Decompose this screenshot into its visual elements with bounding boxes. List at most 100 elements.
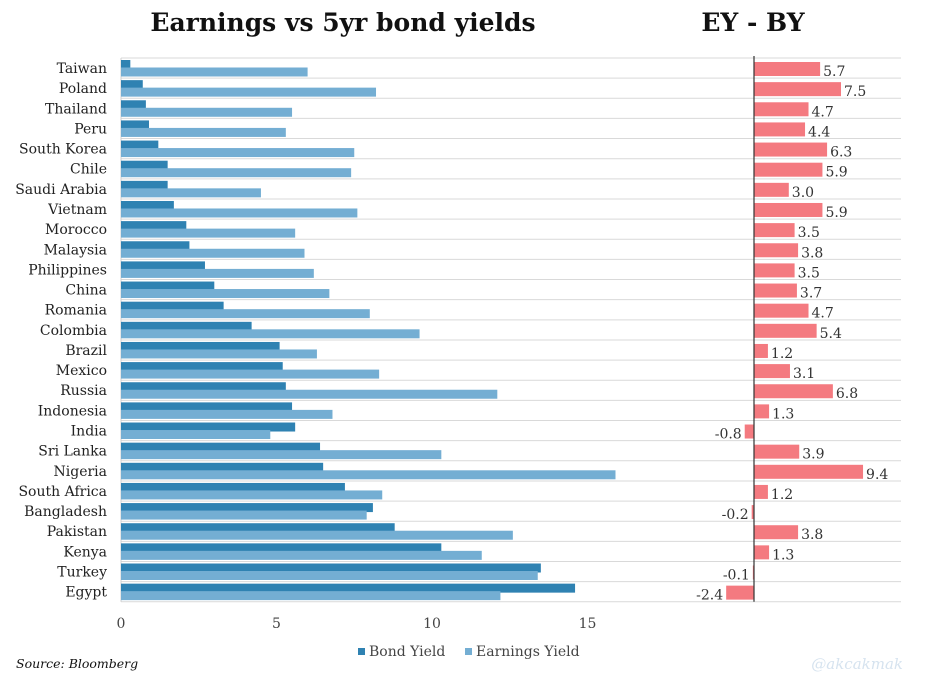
bar-bond-yield-india: [121, 422, 296, 432]
bar-bond-yield-egypt: [121, 583, 576, 593]
bar-earnings-yield-pakistan: [121, 530, 513, 540]
bar-bond-yield-vietnam: [121, 200, 174, 210]
bar-bond-yield-china: [121, 281, 215, 291]
category-label-nigeria: Nigeria: [54, 464, 108, 480]
bar-bond-yield-colombia: [121, 321, 252, 331]
data-label-ey-by-sri-lanka: 3.9: [802, 447, 824, 463]
bar-earnings-yield-chile: [121, 168, 352, 178]
bar-earnings-yield-bangladesh: [121, 510, 367, 520]
bar-bond-yield-south-korea: [121, 140, 159, 150]
bar-bond-yield-poland: [121, 80, 143, 90]
bar-ey-by-russia: [754, 384, 833, 399]
bar-ey-by-saudi-arabia: [754, 182, 789, 197]
data-label-ey-by-china: 3.7: [800, 286, 822, 302]
data-label-ey-by-kenya: 1.3: [772, 547, 794, 563]
category-label-philippines: Philippines: [28, 262, 107, 278]
bar-bond-yield-pakistan: [121, 523, 395, 533]
bar-ey-by-china: [754, 283, 797, 298]
bar-bond-yield-morocco: [121, 221, 187, 231]
bar-ey-by-sri-lanka: [754, 444, 800, 459]
data-label-ey-by-turkey: -0.1: [723, 568, 750, 584]
bar-ey-by-nigeria: [754, 464, 864, 479]
category-label-poland: Poland: [59, 81, 107, 97]
data-label-ey-by-colombia: 5.4: [820, 326, 842, 342]
data-label-ey-by-pakistan: 3.8: [801, 527, 823, 543]
bar-ey-by-south-africa: [754, 484, 768, 499]
data-label-ey-by-indonesia: 1.3: [772, 406, 794, 422]
data-label-ey-by-mexico: 3.1: [793, 366, 815, 382]
bar-bond-yield-malaysia: [121, 241, 190, 251]
data-label-ey-by-south-korea: 6.3: [830, 145, 852, 161]
category-label-chile: Chile: [70, 162, 107, 178]
bar-earnings-yield-romania: [121, 309, 370, 319]
category-label-bangladesh: Bangladesh: [24, 504, 107, 520]
bar-ey-by-indonesia: [754, 404, 770, 419]
bar-bond-yield-saudi-arabia: [121, 180, 168, 190]
bar-bond-yield-sri-lanka: [121, 442, 321, 452]
bar-bond-yield-chile: [121, 160, 168, 170]
category-label-south-korea: South Korea: [19, 142, 107, 158]
bar-ey-by-peru: [754, 122, 806, 137]
data-label-ey-by-russia: 6.8: [836, 386, 858, 402]
bar-earnings-yield-colombia: [121, 329, 420, 339]
bar-ey-by-egypt: [726, 585, 754, 600]
bar-earnings-yield-indonesia: [121, 409, 333, 419]
bar-earnings-yield-thailand: [121, 107, 293, 117]
data-label-ey-by-malaysia: 3.8: [801, 245, 823, 261]
category-label-india: India: [71, 424, 107, 440]
bar-earnings-yield-mexico: [121, 369, 380, 379]
bar-ey-by-thailand: [754, 102, 809, 117]
bar-ey-by-brazil: [754, 343, 768, 358]
bar-ey-by-malaysia: [754, 243, 799, 258]
category-label-colombia: Colombia: [40, 323, 107, 339]
category-label-china: China: [65, 283, 107, 299]
grid-layer: [120, 57, 901, 603]
bar-earnings-yield-turkey: [121, 571, 538, 580]
bar-ey-by-morocco: [754, 223, 795, 238]
bar-earnings-yield-brazil: [121, 349, 317, 359]
bar-earnings-yield-vietnam: [121, 208, 358, 218]
data-label-ey-by-chile: 5.9: [825, 165, 847, 181]
bar-ey-by-mexico: [754, 364, 790, 379]
category-label-pakistan: Pakistan: [47, 524, 107, 540]
legend-label-earnings-yield: Earnings Yield: [476, 644, 580, 660]
category-label-sri-lanka: Sri Lanka: [38, 444, 107, 460]
category-label-egypt: Egypt: [65, 585, 107, 601]
data-label-ey-by-egypt: -2.4: [696, 588, 723, 604]
category-label-brazil: Brazil: [65, 343, 107, 359]
bar-ey-by-chile: [754, 162, 823, 177]
data-label-ey-by-brazil: 1.2: [771, 346, 793, 362]
legend-label-bond-yield: Bond Yield: [369, 644, 445, 660]
data-label-ey-by-bangladesh: -0.2: [722, 507, 749, 523]
category-label-romania: Romania: [45, 303, 107, 319]
category-label-vietnam: Vietnam: [47, 202, 107, 218]
x-tick-label-5: 5: [272, 616, 281, 632]
bar-bond-yield-nigeria: [121, 462, 324, 472]
legend-swatch-earnings-yield: [465, 648, 472, 655]
data-label-ey-by-taiwan: 5.7: [823, 64, 845, 80]
bar-bond-yield-south-africa: [121, 482, 345, 492]
category-label-thailand: Thailand: [45, 101, 107, 117]
data-label-ey-by-romania: 4.7: [812, 306, 834, 322]
category-label-peru: Peru: [74, 121, 107, 137]
data-label-ey-by-poland: 7.5: [844, 84, 866, 100]
bar-bond-yield-russia: [121, 382, 286, 392]
bar-earnings-yield-peru: [121, 127, 286, 137]
data-label-ey-by-vietnam: 5.9: [825, 205, 847, 221]
data-label-ey-by-philippines: 3.5: [798, 265, 820, 281]
bar-earnings-yield-taiwan: [121, 67, 308, 77]
credit-watermark: @akcakmak: [811, 655, 903, 673]
bar-earnings-yield-kenya: [121, 550, 482, 560]
category-label-south-africa: South Africa: [18, 484, 107, 500]
bar-ey-by-pakistan: [754, 525, 799, 540]
category-label-saudi-arabia: Saudi Arabia: [15, 182, 107, 198]
bar-earnings-yield-morocco: [121, 228, 296, 238]
bar-ey-by-vietnam: [754, 202, 823, 217]
data-label-ey-by-thailand: 4.7: [812, 104, 834, 120]
data-label-ey-by-nigeria: 9.4: [866, 467, 888, 483]
data-label-ey-by-peru: 4.4: [808, 124, 830, 140]
bar-ey-by-romania: [754, 303, 809, 318]
bar-ey-by-taiwan: [754, 62, 821, 76]
